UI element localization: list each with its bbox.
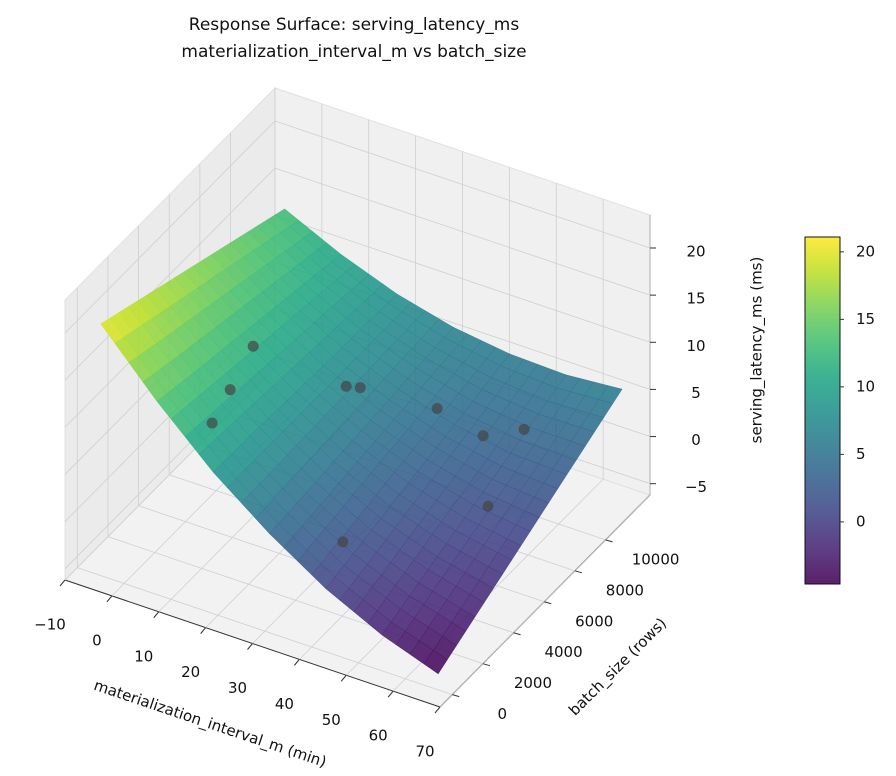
x-tick bbox=[387, 690, 394, 698]
y-tick-label: 2000 bbox=[514, 674, 552, 692]
colorbar bbox=[804, 236, 841, 585]
y-tick bbox=[513, 632, 521, 636]
x-tick bbox=[106, 595, 113, 603]
data-point bbox=[354, 382, 366, 394]
z-axis-label: serving_latency_ms (ms) bbox=[748, 257, 767, 444]
y-tick-label: 0 bbox=[497, 705, 507, 723]
x-tick-label: 20 bbox=[181, 663, 200, 681]
z-tick-label: 0 bbox=[691, 431, 701, 449]
y-tick-label: 8000 bbox=[606, 581, 644, 599]
grid-line bbox=[274, 214, 651, 343]
x-tick-label: 0 bbox=[92, 631, 102, 649]
data-point bbox=[431, 403, 443, 415]
z-tick-label: 15 bbox=[686, 290, 705, 308]
grid-line bbox=[77, 567, 453, 695]
x-tick bbox=[340, 674, 347, 682]
x-tick-label: 70 bbox=[415, 743, 434, 761]
x-axis-label: materialization_interval_m (min) bbox=[91, 676, 328, 772]
data-point bbox=[224, 384, 236, 396]
data-point bbox=[247, 340, 259, 352]
grid-line bbox=[439, 494, 651, 708]
chart-subtitle: materialization_interval_m vs batch_size bbox=[181, 42, 526, 62]
x-tick bbox=[293, 659, 300, 666]
data-point bbox=[340, 380, 352, 392]
y-tick-label: 10000 bbox=[632, 550, 680, 568]
x-tick-label: 60 bbox=[369, 727, 388, 745]
chart-title: Response Surface: serving_latency_ms bbox=[189, 15, 520, 35]
x-tick-label: 50 bbox=[322, 711, 341, 729]
grid-line bbox=[274, 120, 651, 249]
y-tick bbox=[605, 539, 613, 543]
data-point bbox=[337, 536, 349, 548]
x-tick-label: 30 bbox=[228, 679, 247, 697]
surface-patch bbox=[423, 649, 448, 675]
colorbar-tick-label: 15 bbox=[856, 310, 875, 328]
data-point bbox=[518, 423, 530, 435]
data-point bbox=[477, 430, 489, 442]
x-tick-label: 10 bbox=[134, 647, 153, 665]
z-tick-label: −5 bbox=[685, 478, 707, 496]
data-point bbox=[482, 500, 494, 512]
x-tick bbox=[434, 706, 441, 714]
data-point bbox=[206, 417, 218, 429]
x-tick bbox=[153, 611, 160, 619]
x-tick bbox=[247, 643, 253, 650]
x-tick bbox=[59, 579, 66, 587]
colorbar-tick-label: 20 bbox=[856, 242, 875, 260]
y-tick bbox=[452, 694, 460, 698]
y-tick bbox=[482, 663, 491, 667]
y-tick-label: 6000 bbox=[575, 612, 613, 630]
y-tick bbox=[574, 570, 583, 574]
colorbar-tick-label: 10 bbox=[856, 377, 875, 395]
z-tick-label: 10 bbox=[686, 337, 705, 355]
colorbar-tick-label: 0 bbox=[856, 512, 866, 530]
z-tick-label: 5 bbox=[691, 384, 701, 402]
x-tick bbox=[200, 627, 207, 634]
colorbar-tick-label: 5 bbox=[856, 445, 866, 463]
z-tick-label: 20 bbox=[686, 242, 705, 260]
grid-line bbox=[64, 167, 276, 381]
x-tick-label: 40 bbox=[275, 695, 294, 713]
x-tick-label: −10 bbox=[34, 616, 66, 634]
y-tick-label: 4000 bbox=[544, 643, 582, 661]
y-tick bbox=[544, 601, 552, 605]
grid-line bbox=[64, 120, 276, 334]
grid-line bbox=[274, 167, 651, 296]
